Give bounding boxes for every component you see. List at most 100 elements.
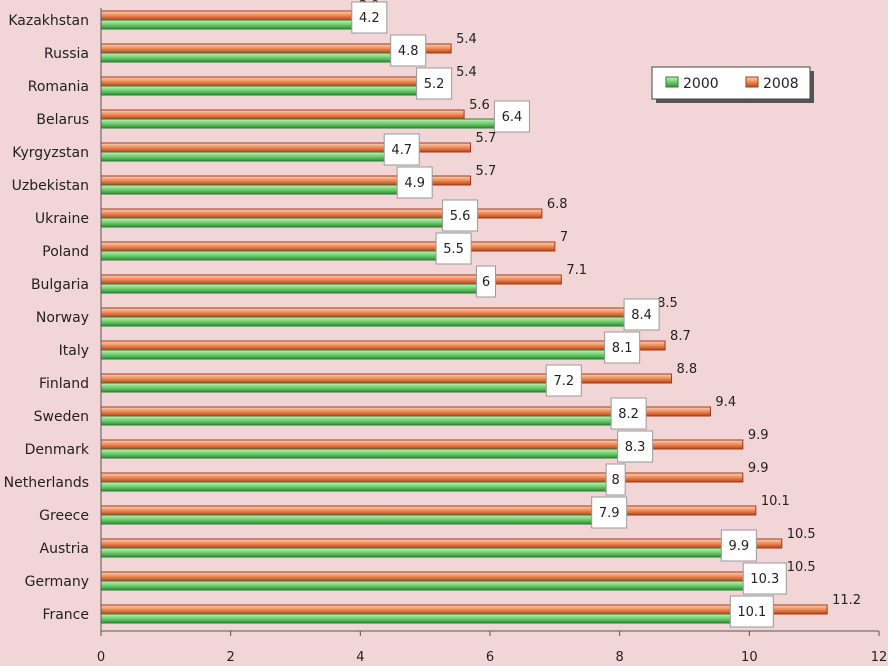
value-box-2000-italy [604,331,641,364]
bar-2008-norway [100,307,653,318]
value-label-2008-denmark: 9.9 [748,428,769,443]
value-label-2008-kyrgyzstan: 5.7 [476,131,497,146]
value-label-2008-netherlands: 9.9 [748,461,769,476]
category-label-bulgaria: Bulgaria [31,277,89,293]
bar-2000-greece [100,514,614,525]
bar-2008-finland [100,373,673,384]
value-label-2008-sweden: 9.4 [715,395,736,410]
value-label-2000-belarus: 6.4 [493,100,530,133]
value-box-2000-kazakhstan [351,1,388,34]
value-label-2008-finland: 8.8 [677,362,698,377]
bar-2000-ukraine [100,217,465,228]
bar-2008-france [100,604,828,615]
value-label-2008-russia: 5.4 [456,32,477,47]
value-label-2008-romania: 5.4 [456,65,477,80]
bar-2000-finland [100,382,569,393]
value-text-2000-austria: 9.9 [729,539,750,554]
legend-swatch-2000 [665,76,679,88]
bar-2008-austria [100,538,783,549]
bar-2000-uzbekistan [100,184,420,195]
x-tick-label-0: 0 [97,650,105,665]
bar-2000-kazakhstan [100,19,374,30]
category-label-russia: Russia [44,46,89,62]
value-text-2000-russia: 4.8 [398,44,419,59]
x-tick-label-12: 12 [871,650,888,665]
bar-2008-italy [100,340,666,351]
value-box-2000-austria [720,529,757,562]
value-text-2000-germany: 10.3 [750,572,779,587]
value-label-2008-belarus: 5.6 [469,98,490,113]
value-label-2000-bulgaria: 6 [476,265,496,298]
bar-2008-greece [100,505,757,516]
value-label-2000-ukraine: 5.6 [442,199,479,232]
value-box-2000-bulgaria [476,265,496,298]
x-tick-label-6: 6 [486,650,494,665]
legend-swatch-2008 [745,76,759,88]
value-label-2008-france: 11.2 [832,593,861,608]
value-text-2000-netherlands: 8 [612,473,620,488]
bar-2000-italy [100,349,627,360]
category-label-germany: Germany [25,574,89,590]
value-text-2000-france: 10.1 [737,605,766,620]
category-label-uzbekistan: Uzbekistan [12,178,89,194]
category-label-kazakhstan: Kazakhstan [8,13,89,29]
x-tick-label-2: 2 [227,650,235,665]
value-label-2000-romania: 5.2 [416,67,453,100]
bar-2000-bulgaria [100,283,491,294]
bar-2000-norway [100,316,647,327]
value-box-2000-greece [591,496,628,529]
bar-2008-kazakhstan [100,10,355,21]
value-box-2000-belarus [493,100,530,133]
legend-label-2000: 2000 [683,76,719,92]
category-label-sweden: Sweden [34,409,89,425]
value-box-2000-romania [416,67,453,100]
value-box-2000-uzbekistan [396,166,433,199]
category-label-norway: Norway [36,310,89,326]
bar-2008-romania [100,76,452,87]
category-label-austria: Austria [40,541,89,557]
bar-2008-netherlands [100,472,744,483]
value-label-2008-germany: 10.5 [787,560,816,575]
value-label-2000-kazakhstan: 4.2 [351,1,388,34]
value-text-2000-sweden: 8.2 [618,407,639,422]
value-text-2000-kyrgyzstan: 4.7 [391,143,412,158]
x-tick-label-4: 4 [356,650,364,665]
value-label-2000-russia: 4.8 [390,34,427,67]
value-box-2000-france [729,595,774,628]
category-label-denmark: Denmark [25,442,90,458]
x-axis: 0 2 4 6 8 10 12 [97,8,887,665]
value-label-2000-france: 10.1 [729,595,774,628]
value-label-2000-uzbekistan: 4.9 [396,166,433,199]
value-label-2000-norway: 8.4 [623,298,660,331]
value-text-2000-denmark: 8.3 [625,440,646,455]
value-box-2000-norway [623,298,660,331]
x-tick-label-10: 10 [741,650,758,665]
category-label-netherlands: Netherlands [4,475,89,491]
bar-2000-germany [100,580,770,591]
category-label-romania: Romania [28,79,89,95]
value-label-2008-ukraine: 6.8 [547,197,568,212]
category-label-france: France [42,607,89,623]
value-text-2000-italy: 8.1 [612,341,633,356]
bar-2000-kyrgyzstan [100,151,407,162]
value-box-2000-sweden [610,397,647,430]
bar-2000-netherlands [100,481,621,492]
legend-label-2008: 2008 [763,76,799,92]
category-label-poland: Poland [42,244,89,260]
bar-2000-belarus [100,118,517,129]
value-label-2008-poland: 7 [560,230,568,245]
category-label-italy: Italy [59,343,89,359]
bar-2000-denmark [100,448,640,459]
value-label-2000-italy: 8.1 [604,331,641,364]
category-label-finland: Finland [39,376,89,392]
category-label-ukraine: Ukraine [35,211,89,227]
category-label-greece: Greece [39,508,89,524]
value-label-2008-bulgaria: 7.1 [566,263,587,278]
bar-2000-sweden [100,415,634,426]
value-box-2000-netherlands [605,463,626,496]
category-label-belarus: Belarus [36,112,89,128]
category-label-kyrgyzstan: Kyrgyzstan [12,145,89,161]
bar-2000-russia [100,52,413,63]
value-box-2000-poland [435,232,472,265]
